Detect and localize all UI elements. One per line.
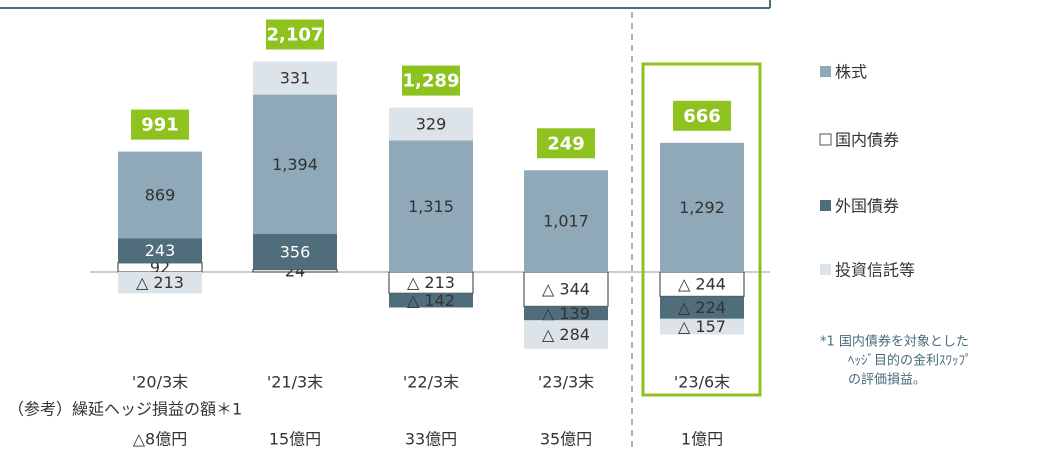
legend-label: 国内債券 xyxy=(835,131,899,150)
value-label: 243 xyxy=(145,241,176,260)
total-box xyxy=(673,100,731,131)
reference-value: △8億円 xyxy=(133,430,188,449)
legend-label: 株式 xyxy=(835,63,867,82)
bar-segment xyxy=(118,272,202,294)
reference-value: 1億円 xyxy=(681,430,723,449)
value-label: △ 224 xyxy=(678,298,726,317)
footnote: *1 国内債券を対象とした xyxy=(820,334,969,350)
value-label: 869 xyxy=(145,186,176,205)
value-label: △ 244 xyxy=(678,275,726,294)
total-box xyxy=(537,128,595,159)
legend-label: 投資信託等 xyxy=(835,261,915,280)
value-label: 1,292 xyxy=(679,198,725,217)
bar-segment xyxy=(524,320,608,349)
bar-segment xyxy=(660,142,744,272)
value-label: 1,315 xyxy=(408,197,454,216)
total-label: 249 xyxy=(547,133,585,154)
value-label: 331 xyxy=(280,69,311,88)
value-label: 356 xyxy=(280,242,311,261)
bar-segment xyxy=(389,107,473,141)
bar-segment xyxy=(659,271,745,297)
bar-segment xyxy=(253,234,337,270)
legend-swatch xyxy=(820,264,831,275)
value-label: △ 139 xyxy=(542,304,590,323)
bar-segment xyxy=(660,296,744,319)
x-tick-label: '21/3末 xyxy=(267,373,323,392)
total-label: 666 xyxy=(683,106,721,127)
bar-segment xyxy=(253,94,337,234)
bar-segment xyxy=(524,170,608,272)
bar-segment xyxy=(389,140,473,272)
legend-swatch xyxy=(819,133,832,146)
footnote: の評価損益。 xyxy=(848,373,926,388)
total-label: 1,289 xyxy=(403,71,460,92)
reference-title: （参考）繰延ヘッジ損益の額＊1 xyxy=(8,400,242,419)
legend-swatch xyxy=(820,66,831,77)
highlight-box xyxy=(641,62,762,397)
value-label: △ 213 xyxy=(136,273,184,292)
value-label: △ 284 xyxy=(542,325,590,344)
total-label: 991 xyxy=(141,115,179,136)
bar-segment xyxy=(118,238,202,263)
footnote: ﾍｯｼﾞ目的の金利ｽﾜｯﾌﾟ xyxy=(848,353,972,369)
total-box xyxy=(402,65,460,96)
bar-segment xyxy=(660,318,744,335)
bar-segment xyxy=(118,151,202,239)
bar-segment xyxy=(524,306,608,321)
legend-label: 外国債券 xyxy=(835,197,899,216)
bar-segment xyxy=(253,61,337,95)
reference-value: 15億円 xyxy=(269,430,321,449)
x-tick-label: '20/3末 xyxy=(132,373,188,392)
x-tick-label: '23/6末 xyxy=(674,373,730,392)
bar-segment xyxy=(389,293,473,308)
value-label: △ 213 xyxy=(407,273,455,292)
legend-swatch xyxy=(820,200,831,211)
value-label: 329 xyxy=(416,115,447,134)
reference-value: 35億円 xyxy=(540,430,592,449)
value-label: △ 157 xyxy=(678,317,726,336)
reference-value: 33億円 xyxy=(405,430,457,449)
x-tick-label: '22/3末 xyxy=(403,373,459,392)
value-label: △ 142 xyxy=(407,291,455,310)
value-label: 1,017 xyxy=(543,212,589,231)
value-label: 1,394 xyxy=(272,155,318,174)
total-box xyxy=(266,19,324,50)
total-box xyxy=(131,109,189,140)
total-label: 2,107 xyxy=(267,25,324,46)
x-tick-label: '23/3末 xyxy=(538,373,594,392)
value-label: △ 344 xyxy=(542,280,590,299)
